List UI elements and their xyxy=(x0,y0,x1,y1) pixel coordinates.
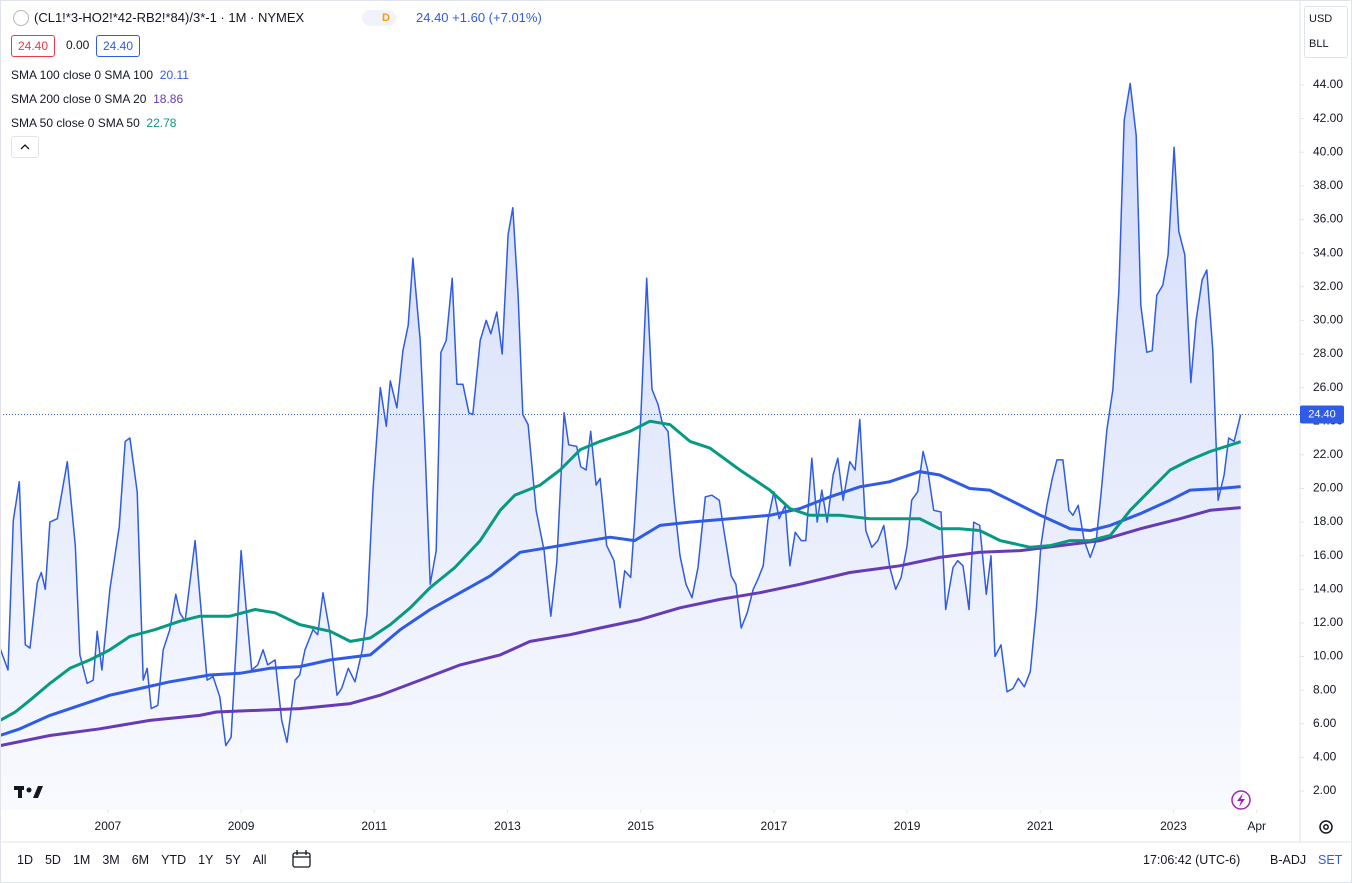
legend-row: SMA 100 close 0 SMA 100 20.11 xyxy=(11,68,189,82)
legend-value: 18.86 xyxy=(153,92,184,106)
y-tick-label: 36.00 xyxy=(1313,212,1343,226)
x-tick-label: 2011 xyxy=(361,819,387,833)
y-tick-label: 22.00 xyxy=(1313,447,1343,461)
x-tick-label: 2013 xyxy=(494,819,521,833)
calendar-icon[interactable] xyxy=(292,850,311,868)
x-tick-label: 2009 xyxy=(228,819,255,833)
range-button[interactable]: 1D xyxy=(17,853,33,867)
x-tick-label: 2021 xyxy=(1027,819,1054,833)
y-tick-label: 6.00 xyxy=(1313,716,1337,730)
legend-value: 22.78 xyxy=(146,116,177,130)
settings-icon[interactable] xyxy=(1319,820,1333,834)
range-button[interactable]: 1Y xyxy=(198,853,214,867)
market-status-badge[interactable]: D xyxy=(362,10,396,26)
x-tick-label: 2015 xyxy=(627,819,654,833)
adjustment-toggle[interactable]: B-ADJ xyxy=(1270,853,1307,867)
legend-name: SMA 50 close 0 SMA 50 xyxy=(11,116,140,130)
y-tick-label: 44.00 xyxy=(1313,77,1343,91)
currency-unit-selector[interactable]: USD BLL xyxy=(1304,6,1348,58)
legend-name: SMA 200 close 0 SMA 20 xyxy=(11,92,147,106)
y-tick-label: 14.00 xyxy=(1313,581,1343,595)
sma-line xyxy=(0,506,1241,748)
y-tick-label: 32.00 xyxy=(1313,279,1343,293)
sell-price-box[interactable]: 24.40 xyxy=(11,35,56,57)
collapse-legend-button[interactable] xyxy=(11,136,39,158)
symbol-title: (CL1!*3-HO2!*42-RB2!*84)/3*-1 · 1M · NYM… xyxy=(34,10,305,25)
y-tick-label: 26.00 xyxy=(1313,380,1343,394)
sma-line xyxy=(0,470,1241,737)
sma-line xyxy=(0,419,1242,722)
last-price-tag xyxy=(1300,405,1344,424)
y-tick-label: 12.00 xyxy=(1313,615,1343,629)
lightning-icon[interactable] xyxy=(1231,790,1251,810)
x-tick-label: 2007 xyxy=(95,819,122,833)
x-tick-label: 2019 xyxy=(894,819,921,833)
last-price: 24.40 +1.60 (+7.01%) xyxy=(416,10,542,25)
unit: BLL xyxy=(1309,38,1329,50)
x-tick-label: Apr xyxy=(1247,819,1266,833)
x-tick-label: 2023 xyxy=(1160,819,1187,833)
badge-text: D xyxy=(382,12,390,24)
y-tick-label: 10.00 xyxy=(1313,649,1343,663)
y-tick-label: 42.00 xyxy=(1313,111,1343,125)
x-tick-label: 2017 xyxy=(761,819,788,833)
range-button[interactable]: 1M xyxy=(72,853,91,867)
y-tick-label: 34.00 xyxy=(1313,245,1343,259)
y-tick-label: 18.00 xyxy=(1313,514,1343,528)
range-button[interactable]: 5D xyxy=(44,853,61,867)
y-tick-label: 8.00 xyxy=(1313,682,1337,696)
y-tick-label: 20.00 xyxy=(1313,481,1343,495)
session-toggle[interactable]: SET xyxy=(1318,853,1343,867)
area-fill xyxy=(0,83,1241,810)
tv-logo xyxy=(14,786,43,798)
y-tick-label: 16.00 xyxy=(1313,548,1343,562)
y-tick-label: 38.00 xyxy=(1313,178,1343,192)
range-button[interactable]: 6M xyxy=(131,853,150,867)
y-tick-label: 30.00 xyxy=(1313,313,1343,327)
range-button[interactable]: 3M xyxy=(102,853,120,867)
currency: USD xyxy=(1309,13,1333,25)
symbol-icon xyxy=(13,10,29,26)
clock: 17:06:42 (UTC-6) xyxy=(1143,853,1241,867)
chevron-icon xyxy=(20,144,30,150)
y-tick-label: 28.00 xyxy=(1313,346,1343,360)
legend-row: SMA 200 close 0 SMA 20 18.86 xyxy=(11,92,183,106)
y-tick-label: 4.00 xyxy=(1313,750,1337,764)
spread-box: 0.00 xyxy=(66,38,90,52)
y-tick-label: 2.00 xyxy=(1313,783,1337,797)
y-tick-label: 40.00 xyxy=(1313,144,1343,158)
range-button[interactable]: All xyxy=(252,853,267,867)
legend-value: 20.11 xyxy=(159,68,189,82)
price-change: +1.60 (+7.01%) xyxy=(452,10,542,25)
price: 24.40 xyxy=(416,10,449,25)
legend-row: SMA 50 close 0 SMA 50 22.78 xyxy=(11,116,176,130)
legend-name: SMA 100 close 0 SMA 100 xyxy=(11,68,154,82)
range-toolbar: 1D 5D 1M 3M 6M YTD 1Y 5Y All xyxy=(17,853,279,867)
range-button[interactable]: YTD xyxy=(161,853,187,867)
last-price-tag-label: 24.40 xyxy=(1308,408,1336,420)
buy-price-box[interactable]: 24.40 xyxy=(96,35,141,57)
range-button[interactable]: 5Y xyxy=(225,853,241,867)
price-line xyxy=(0,82,1242,747)
